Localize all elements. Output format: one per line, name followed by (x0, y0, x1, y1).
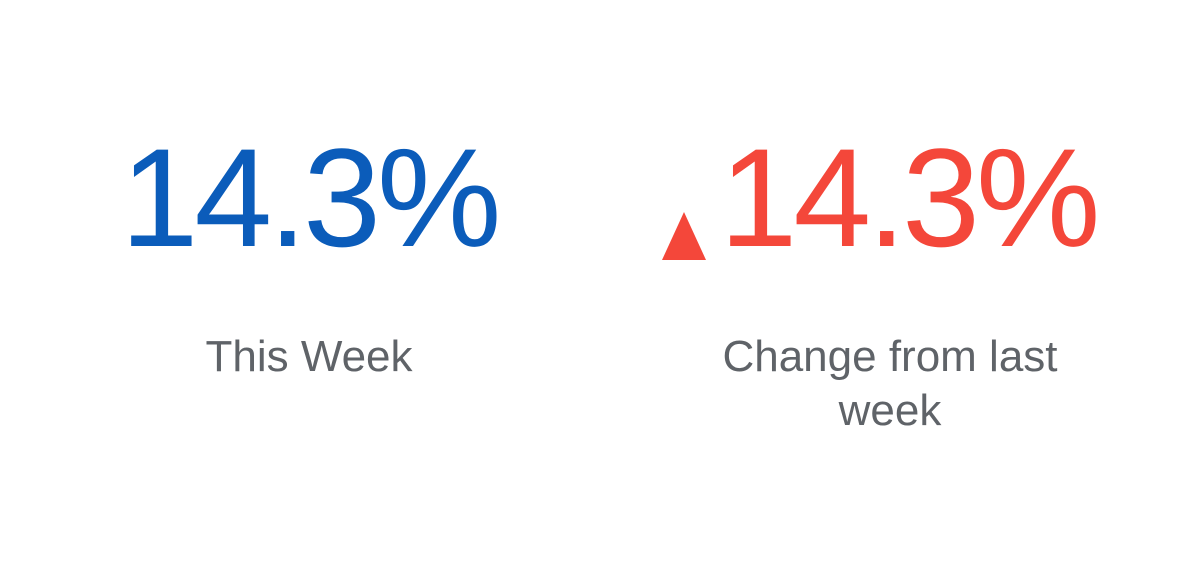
this-week-value: 14.3% (120, 119, 502, 276)
this-week-label: This Week (205, 332, 413, 381)
change-card: 14.3% Change from last week (594, 0, 1188, 572)
change-label: Change from last week (722, 332, 1058, 435)
this-week-card: 14.3% This Week (121, 128, 502, 382)
up-triangle-icon (661, 212, 706, 260)
change-value: 14.3% (719, 119, 1101, 276)
change-metric: 14.3% (582, 128, 1176, 268)
this-week-metric: 14.3% (12, 128, 606, 268)
